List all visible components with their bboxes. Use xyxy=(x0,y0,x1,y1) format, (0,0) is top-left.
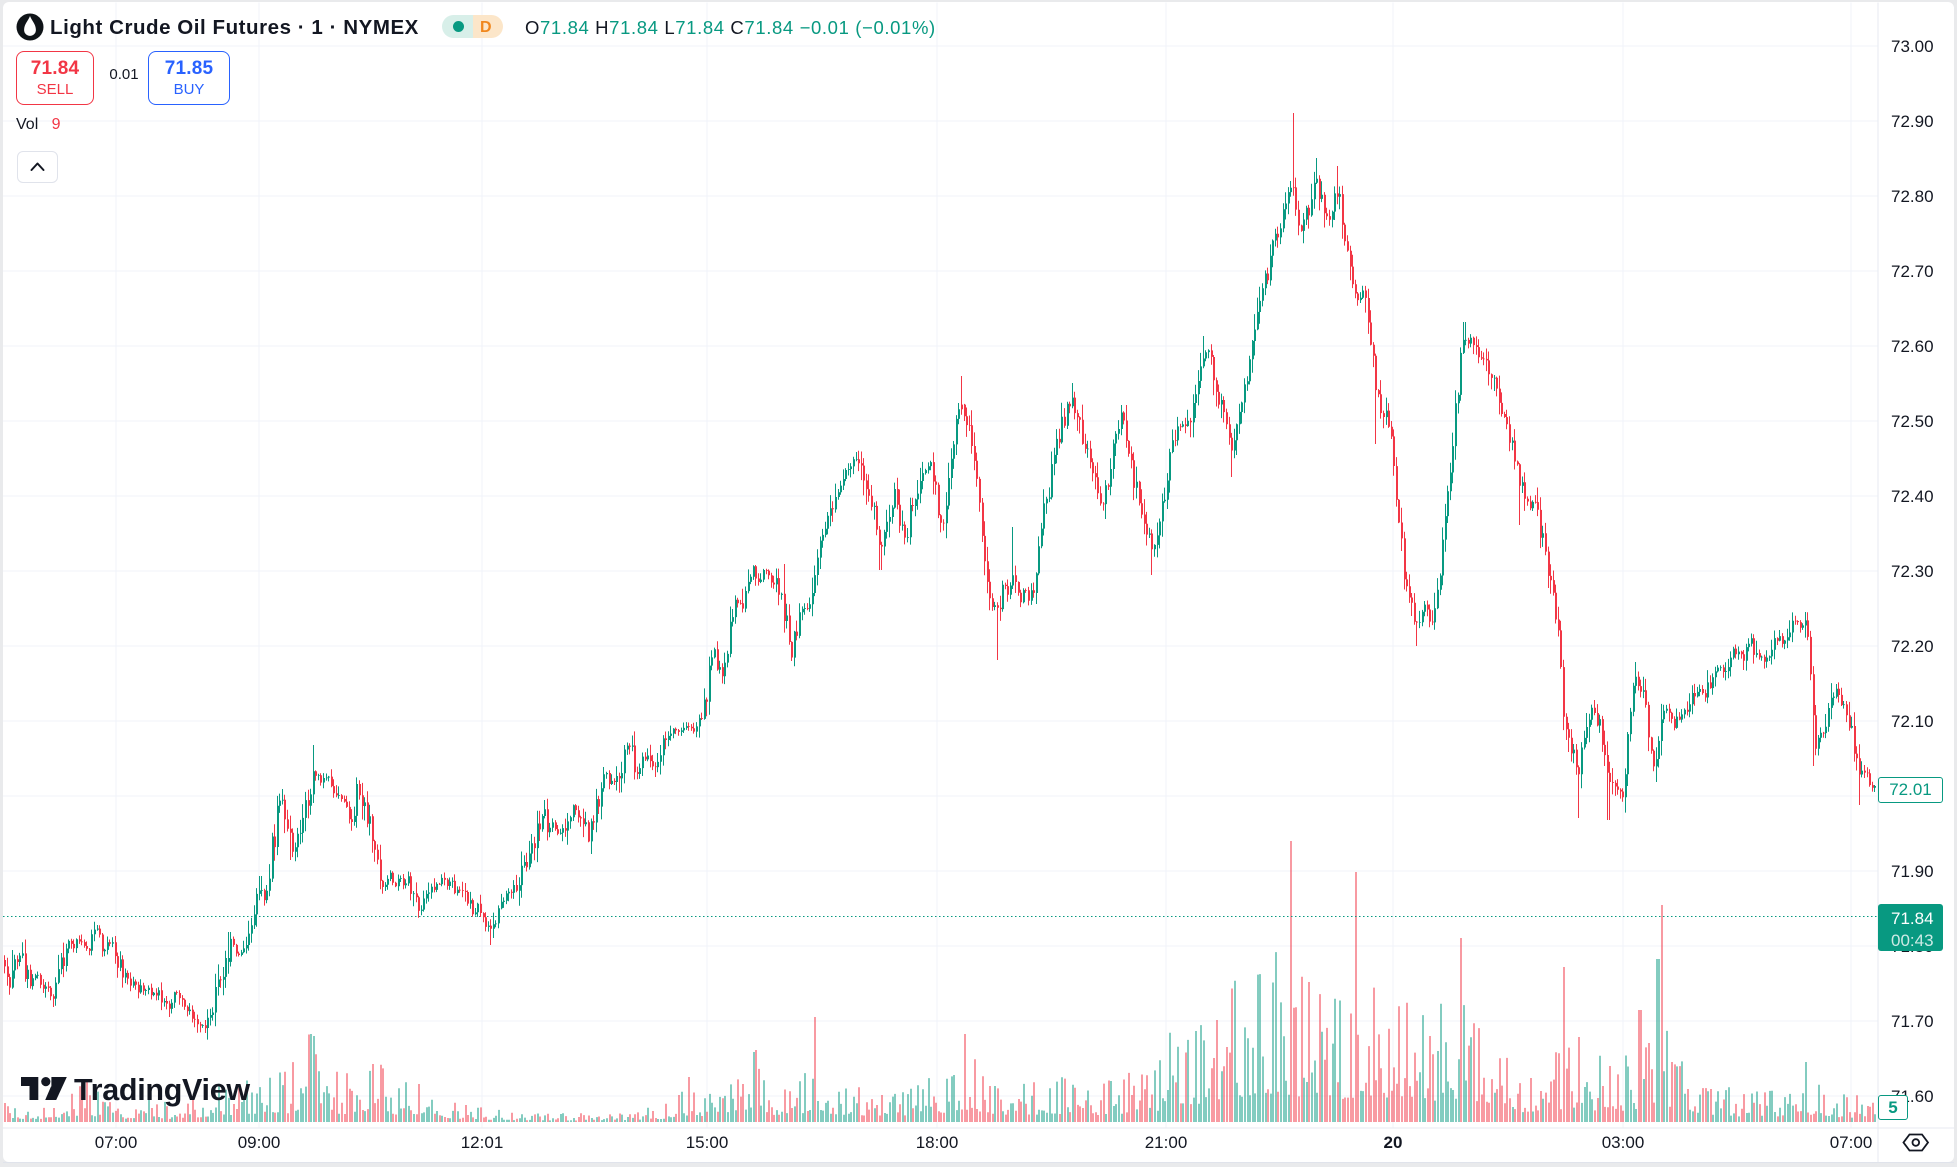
svg-text:TradingView: TradingView xyxy=(74,1073,250,1107)
